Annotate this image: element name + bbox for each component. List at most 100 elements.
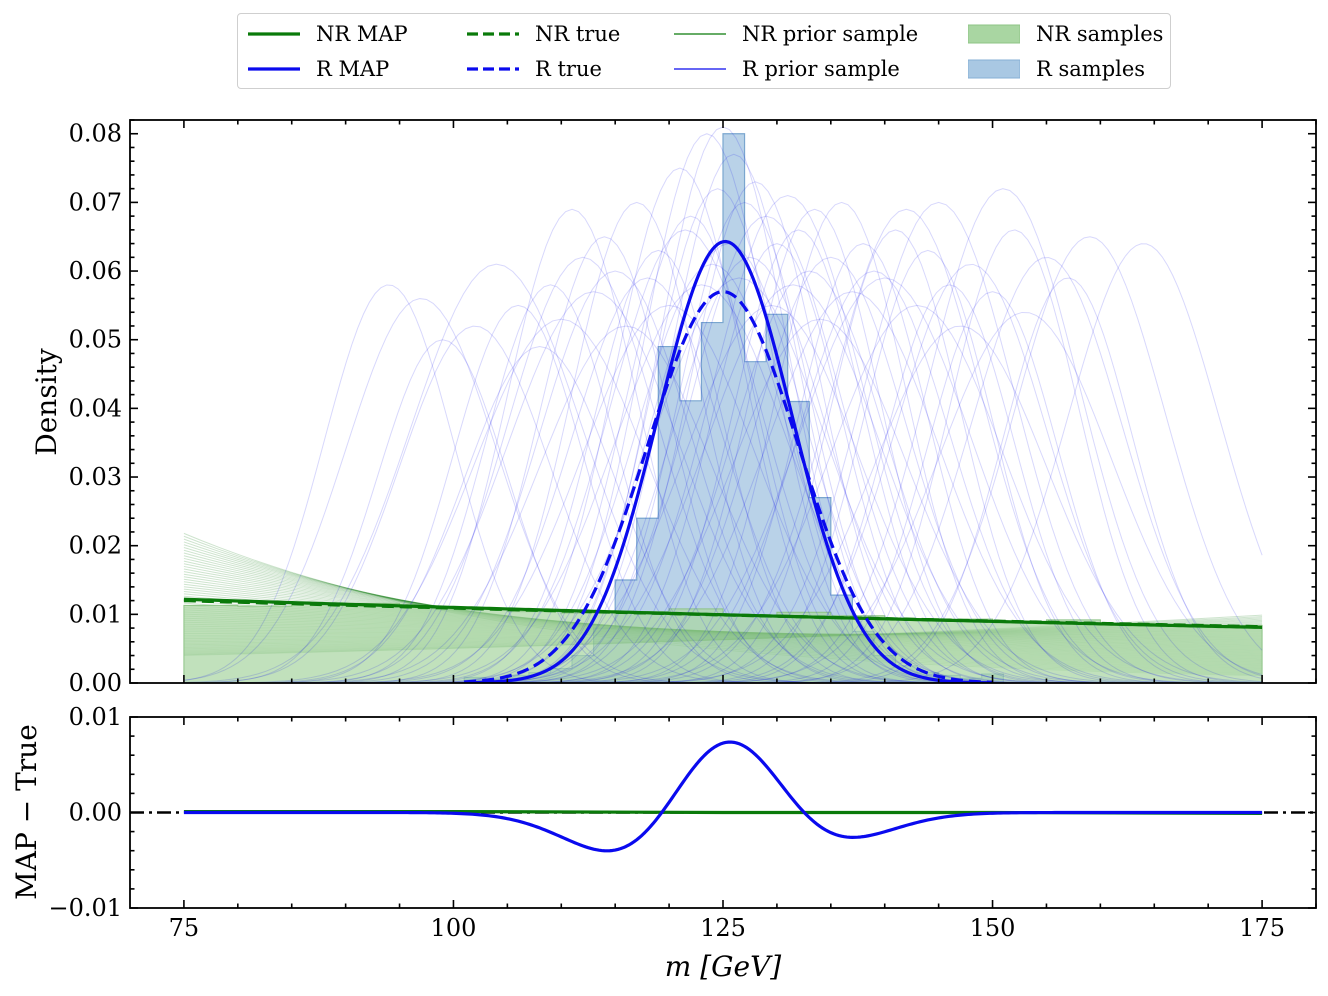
r-prior-sample-line <box>183 263 842 683</box>
r-prior-sample-line <box>356 284 1047 683</box>
r-prior-sample-line <box>555 208 1074 683</box>
r-prior-sample-line <box>604 208 1209 683</box>
series-line-r-residual <box>183 740 1263 853</box>
r-prior-sample-line <box>744 256 1263 683</box>
r-prior-sample-line <box>421 167 939 683</box>
r-prior-sample-line <box>604 243 1122 683</box>
r-prior-sample-line <box>496 181 1015 683</box>
r-prior-sample-line <box>183 298 724 683</box>
r-prior-sample-line <box>280 325 971 683</box>
r-prior-sample-line <box>733 291 1252 683</box>
legend-label-r-prior: R prior sample <box>742 57 900 81</box>
r-prior-sample-line <box>183 339 702 683</box>
density-panel: 0.00 0.01 0.02 0.03 0.04 0.05 0.06 0.07 0.08 <box>69 119 1317 697</box>
r-prior-sample-line <box>313 270 918 683</box>
r-prior-sample-line <box>399 249 918 683</box>
r-prior-sample-line <box>431 215 950 683</box>
legend-swatch-nr-map <box>248 32 300 36</box>
y-tick-label-top: 0.03 <box>69 463 122 491</box>
r-prior-sample-line <box>787 236 1263 683</box>
legend-label-nr-prior: NR prior sample <box>742 22 919 46</box>
r-prior-sample-line <box>615 325 1263 683</box>
y-tick-label-top: 0.04 <box>69 394 122 422</box>
y-tick-label-top: 0.05 <box>69 326 122 354</box>
r-prior-sample-line <box>394 277 1085 683</box>
r-prior-sample-line <box>572 270 1176 683</box>
series-line-nr-map <box>183 597 1263 629</box>
r-prior-sample-line <box>507 270 1112 683</box>
r-prior-sample-line <box>237 346 842 683</box>
legend: NR MAP NR true NR prior sample NR sample… <box>237 13 1171 89</box>
x-tick-label: 75 <box>169 914 200 942</box>
r-prior-sample-line <box>475 318 1166 683</box>
r-prior-sample-line <box>475 153 993 683</box>
r-prior-sample-line <box>280 256 885 683</box>
r-prior-sample-line <box>701 188 1263 683</box>
r-prior-sample-line <box>528 256 1133 683</box>
series-line-r-map <box>464 239 993 683</box>
r-prior-sample-line <box>345 277 950 683</box>
y-tick-label-top: 0.01 <box>69 600 122 628</box>
legend-swatch-nr-true <box>467 32 519 36</box>
r-prior-sample-line <box>458 188 977 683</box>
series-line-r-true <box>464 290 993 683</box>
legend-label-r-map: R MAP <box>316 57 390 81</box>
r-prior-sample-line <box>539 277 1230 683</box>
residual-panel: −0.01 0.00 0.01 75 100 125 150 175 <box>48 703 1317 942</box>
r-prior-sample-line <box>669 263 1263 683</box>
y-tick-label-top: 0.08 <box>69 120 122 148</box>
r-prior-sample-line <box>216 318 907 683</box>
legend-label-r-samples: R samples <box>1036 57 1146 81</box>
r-prior-sample-line <box>841 243 1263 683</box>
r-prior-sample-line <box>690 284 1209 683</box>
y-tick-label-bottom: 0.00 <box>69 799 122 827</box>
r-prior-sample-line <box>259 304 777 683</box>
r-prior-sample-line <box>183 284 648 683</box>
r-prior-sample-line <box>485 194 1090 683</box>
legend-label-nr-map: NR MAP <box>316 22 408 46</box>
r-prior-sample-line <box>809 277 1263 683</box>
y-tick-label-bottom: 0.01 <box>69 703 122 731</box>
r-prior-sample-line <box>324 304 1015 683</box>
r-prior-sample-line <box>464 215 1069 683</box>
legend-swatch-nr-samples <box>968 24 1020 44</box>
r-prior-sample-line <box>679 311 1263 683</box>
r-prior-sample-line <box>248 291 939 683</box>
r-prior-sample-line <box>755 229 1263 683</box>
r-prior-sample-line <box>636 201 1241 683</box>
y-tick-label-top: 0.00 <box>69 669 122 697</box>
y-axis-label-residual: MAP − True <box>10 724 43 900</box>
r-prior-sample-line <box>448 284 1139 683</box>
r-prior-sample-line <box>291 284 810 683</box>
r-prior-sample-line <box>448 133 966 683</box>
legend-swatch-r-samples <box>968 59 1020 79</box>
y-tick-label-top: 0.06 <box>69 257 122 285</box>
r-prior-sample-line <box>345 236 864 683</box>
r-prior-sample-line <box>313 208 831 683</box>
y-tick-label-top: 0.02 <box>69 532 122 560</box>
legend-label-nr-true: NR true <box>535 22 621 46</box>
y-tick-label-top: 0.07 <box>69 188 122 216</box>
r-prior-sample-line <box>410 263 1015 683</box>
legend-label-nr-samples: NR samples <box>1036 22 1164 46</box>
x-tick-label: 150 <box>970 914 1016 942</box>
r-prior-sample-line <box>636 229 1155 683</box>
r-prior-sample-line <box>183 325 777 683</box>
legend-swatch-nr-prior <box>674 33 726 35</box>
r-prior-sample-line <box>507 291 1198 683</box>
x-tick-label: 100 <box>431 914 477 942</box>
legend-swatch-r-true <box>467 67 519 71</box>
r-prior-sample-line <box>377 201 896 683</box>
legend-label-r-true: R true <box>535 57 602 81</box>
x-tick-label: 125 <box>700 914 746 942</box>
r-prior-sample-line <box>582 201 1101 683</box>
y-tick-label-bottom: −0.01 <box>48 894 122 922</box>
r-prior-sample-line <box>383 229 988 683</box>
r-prior-sample-line <box>669 249 1187 683</box>
x-axis-label: m [GeV] <box>665 950 782 983</box>
r-prior-sample-line <box>518 243 1036 683</box>
r-prior-sample-line <box>539 229 1058 683</box>
legend-swatch-r-map <box>248 67 300 71</box>
r-prior-sample-line <box>572 304 1263 683</box>
